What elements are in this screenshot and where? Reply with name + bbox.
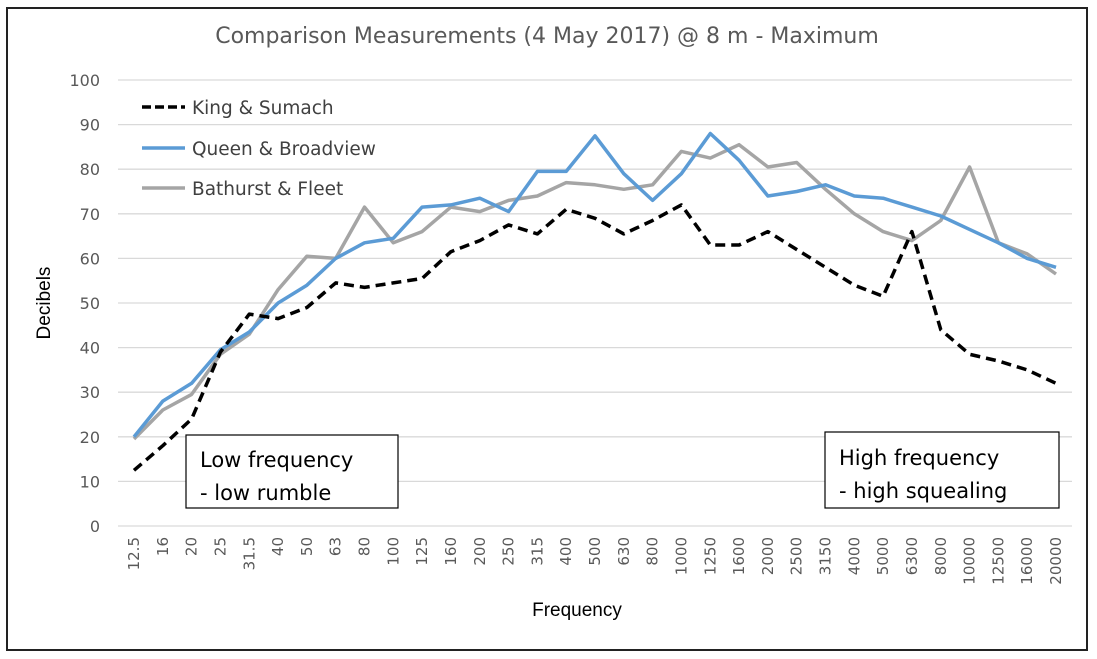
y-tick-label: 40 bbox=[80, 339, 100, 358]
series-line-king-sumach bbox=[132, 203, 1057, 472]
x-tick-label: 125 bbox=[413, 537, 431, 566]
series-line-queen-broadview bbox=[132, 131, 1057, 438]
x-tick-label: 100 bbox=[384, 537, 402, 566]
x-tick-label: 6300 bbox=[903, 537, 921, 575]
x-tick-label: 12500 bbox=[989, 537, 1007, 585]
x-tick-label: 50 bbox=[298, 537, 316, 556]
x-tick-label: 16 bbox=[154, 537, 172, 556]
x-tick-label: 3150 bbox=[817, 537, 835, 575]
y-tick-label: 0 bbox=[90, 517, 100, 536]
y-tick-label: 60 bbox=[80, 249, 100, 268]
x-tick-label: 200 bbox=[471, 537, 489, 566]
x-tick-label: 8000 bbox=[932, 537, 950, 575]
x-tick-label: 31.5 bbox=[240, 537, 258, 570]
chart-frame bbox=[6, 7, 1088, 651]
x-tick-label: 63 bbox=[327, 537, 345, 556]
y-tick-label: 50 bbox=[80, 294, 100, 313]
x-tick-label: 16000 bbox=[1018, 537, 1036, 585]
series-lines bbox=[132, 131, 1058, 472]
x-tick-label: 2500 bbox=[788, 537, 806, 575]
x-tick-label: 25 bbox=[211, 537, 229, 556]
x-tick-label: 800 bbox=[644, 537, 662, 566]
legend-label-queen-broadview: Queen & Broadview bbox=[192, 139, 376, 160]
x-tick-label: 40 bbox=[269, 537, 287, 556]
x-tick-label: 20 bbox=[183, 537, 201, 556]
annotation-high-frequency-line2: - high squealing bbox=[839, 479, 1007, 503]
y-tick-label: 90 bbox=[80, 116, 100, 135]
x-tick-label: 80 bbox=[356, 537, 374, 556]
y-tick-label: 70 bbox=[80, 205, 100, 224]
annotation-low-frequency-line2: - low rumble bbox=[200, 481, 331, 505]
annotation-low-frequency-line1: Low frequency bbox=[200, 448, 353, 472]
x-tick-label: 1000 bbox=[672, 537, 690, 575]
x-tick-label: 160 bbox=[442, 537, 460, 566]
y-tick-label: 30 bbox=[80, 383, 100, 402]
annotation-low-frequency: Low frequency - low rumble bbox=[185, 434, 399, 509]
x-tick-label: 315 bbox=[528, 537, 546, 566]
series-queen-broadview bbox=[132, 131, 1057, 438]
x-tick-label: 1250 bbox=[701, 537, 719, 575]
y-tick-label: 80 bbox=[80, 160, 100, 179]
x-tick-label: 500 bbox=[586, 537, 604, 566]
x-tick-label: 4000 bbox=[845, 537, 863, 575]
x-tick-label: 20000 bbox=[1047, 537, 1065, 585]
legend: King & Sumach Queen & Broadview Bathurst… bbox=[142, 98, 376, 200]
y-tick-label: 100 bbox=[69, 71, 100, 90]
x-tick-label: 2000 bbox=[759, 537, 777, 575]
x-tick-label: 250 bbox=[500, 537, 518, 566]
x-axis-label: Frequency bbox=[532, 600, 622, 621]
x-axis-ticks: 12.5 16 20 25 31.5 40 50 63 80 100 125 160 200 250 315… bbox=[125, 537, 1065, 585]
legend-label-king-sumach: King & Sumach bbox=[192, 98, 334, 119]
x-tick-label: 400 bbox=[557, 537, 575, 566]
y-axis-ticks: 0 10 20 30 40 50 60 70 80 90 100 bbox=[69, 71, 100, 536]
annotation-high-frequency-line1: High frequency bbox=[839, 446, 999, 470]
chart-title: Comparison Measurements (4 May 2017) @ 8… bbox=[215, 24, 879, 49]
annotation-high-frequency: High frequency - high squealing bbox=[824, 431, 1060, 509]
legend-item-king-sumach: King & Sumach bbox=[142, 98, 334, 119]
y-axis-label: Decibels bbox=[34, 267, 55, 340]
legend-item-queen-broadview: Queen & Broadview bbox=[142, 139, 376, 160]
x-tick-label: 12.5 bbox=[125, 537, 143, 570]
annotation-low-frequency-box bbox=[185, 434, 399, 509]
annotation-high-frequency-box bbox=[824, 431, 1060, 509]
x-tick-label: 630 bbox=[615, 537, 633, 566]
x-tick-label: 5000 bbox=[874, 537, 892, 575]
series-king-sumach bbox=[132, 203, 1057, 472]
y-tick-label: 10 bbox=[80, 472, 100, 491]
legend-item-bathurst-fleet: Bathurst & Fleet bbox=[142, 179, 343, 200]
y-tick-label: 20 bbox=[80, 428, 100, 447]
x-tick-label: 1600 bbox=[730, 537, 748, 575]
legend-label-bathurst-fleet: Bathurst & Fleet bbox=[192, 179, 343, 200]
x-tick-label: 10000 bbox=[961, 537, 979, 585]
